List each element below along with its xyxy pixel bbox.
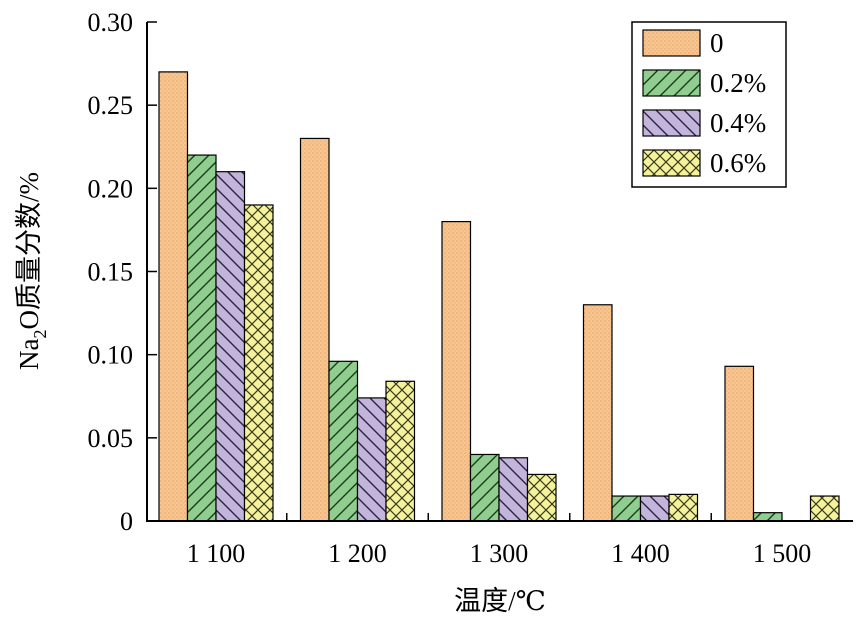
bar-1200-series-0 [299,137,330,522]
bar-1300-series-0 [441,221,472,522]
bar-1200-series-3 [385,380,416,522]
y-axis-title-subscript: 2 [30,330,50,339]
y-tick-label: 0.30 [88,8,134,37]
x-tick-label: 1 300 [470,539,529,568]
y-tick-label: 0.25 [88,91,134,120]
bar-1500-series-0 [724,365,755,522]
legend-swatch [642,109,701,137]
x-tick-label: 1 400 [611,539,670,568]
legend-label: 0.2% [710,68,766,98]
bar-1400-series-3 [668,493,699,522]
bar-1400-series-1 [611,495,642,522]
legend-label: 0 [710,28,724,58]
bar-1400-series-2 [639,495,670,522]
bar-1300-series-3 [526,473,557,522]
legend: 0 0.2% 0.4% 0.6% [631,21,787,188]
y-axis-title: Na2O质量分数/% [14,172,50,370]
bar-1500-series-3 [809,495,840,522]
y-tick-label: 0.05 [88,424,134,453]
y-ticks: 0 0.05 0.10 0.15 0.20 0.25 0.30 [88,8,157,536]
legend-swatch [642,149,701,177]
legend-label: 0.4% [710,108,766,138]
x-tick-label: 1 500 [753,539,812,568]
y-axis-title-rest: O质量分数/% [14,172,44,330]
bar-1100-series-0 [158,71,189,522]
x-tick-label: 1 100 [187,539,246,568]
y-tick-label: 0.15 [88,258,134,287]
x-axis-title: 温度/℃ [454,586,546,616]
bar-1200-series-2 [356,397,387,522]
legend-swatch [642,69,701,97]
y-tick-label: 0.20 [88,174,134,203]
bar-1100-series-3 [243,204,274,522]
bar-1200-series-1 [328,360,359,522]
bar-1300-series-2 [498,457,529,522]
bar-1300-series-1 [469,453,500,522]
legend-label: 0.6% [710,148,766,178]
y-tick-label: 0 [120,507,133,536]
bar-1100-series-2 [215,171,246,522]
x-ticks: 1 100 1 200 1 300 1 400 1 500 [187,513,812,568]
bar-1400-series-0 [582,304,613,522]
x-tick-label: 1 200 [328,539,387,568]
legend-swatch [642,29,701,57]
bars-layer [158,71,840,522]
y-tick-label: 0.10 [88,341,134,370]
y-axis-title-main: Na [14,338,44,369]
bar-1100-series-1 [186,154,217,522]
bar-1500-series-1 [752,512,783,522]
